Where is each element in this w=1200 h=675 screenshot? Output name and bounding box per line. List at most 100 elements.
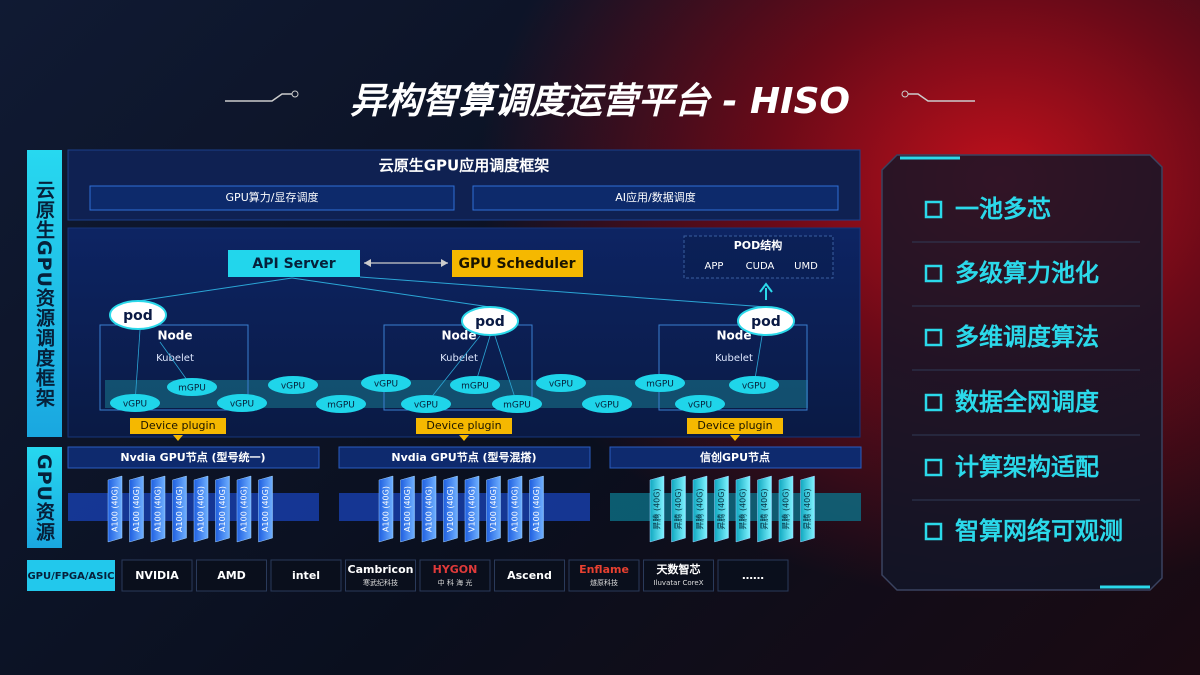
gpu-card-label: 昇腾 (40G) — [673, 488, 683, 529]
gpu-card — [692, 475, 708, 543]
gpu-unit-label: mGPU — [461, 382, 489, 392]
gpu-card-label: 昇腾 (40G) — [738, 488, 748, 529]
gpu-card — [778, 475, 794, 543]
gpu-card-label: 昇腾 (40G) — [695, 488, 705, 529]
api-server — [228, 250, 360, 277]
gpu-card-label: V100 (40G) — [446, 486, 455, 532]
pod-label: pod — [475, 314, 505, 330]
node-label: Node — [441, 329, 476, 343]
feature: 一池多芯 — [955, 195, 1051, 223]
gpu-unit — [167, 378, 217, 396]
gpu-card-label: A100 (40G) — [175, 486, 184, 532]
checkbox — [924, 200, 943, 219]
gpu-unit — [536, 374, 586, 392]
arrow — [441, 259, 448, 267]
tab — [89, 185, 455, 211]
pod — [461, 306, 519, 336]
gpu-unit-label: mGPU — [327, 401, 355, 411]
gpu-card-label: A100 (40G) — [382, 486, 391, 532]
device-plugin — [416, 418, 512, 434]
vendor-box — [419, 559, 491, 592]
gpu-card — [800, 475, 815, 543]
gpu-unit-label: vGPU — [374, 380, 398, 390]
gpu-unit-label: vGPU — [414, 401, 438, 411]
title-deco — [225, 93, 292, 102]
side-label: GPU资源 — [27, 447, 62, 548]
node-label: Node — [716, 329, 751, 343]
gpu-card-label: A100 (40G) — [532, 486, 541, 532]
title-deco — [908, 93, 975, 102]
gpu-card-label: A100 (40G) — [154, 486, 163, 532]
gpu-unit-label: mGPU — [646, 380, 674, 390]
node-box — [99, 324, 249, 411]
gpu-card — [129, 475, 144, 543]
pod-structure-item: CUDA — [746, 261, 775, 272]
vendor-sub: Iluvatar CoreX — [653, 579, 703, 587]
gpu-card-label: A100 (40G) — [425, 486, 434, 532]
device-plugin-label: Device plugin — [697, 419, 772, 432]
gpu-unit — [582, 395, 632, 413]
arrow — [459, 435, 469, 441]
gpu-card — [714, 475, 729, 543]
vendor-box — [717, 559, 789, 592]
gpu-card-label: A100 (40G) — [240, 486, 249, 532]
group-header — [67, 446, 320, 469]
connector — [425, 335, 481, 405]
gpu-unit — [450, 376, 500, 394]
arrow — [730, 435, 740, 441]
node-box — [383, 324, 533, 411]
gpu-card-label: A100 (40G) — [197, 486, 206, 532]
feature: 多维调度算法 — [955, 323, 1099, 351]
gpu-card — [400, 475, 415, 543]
gpu-card — [649, 475, 665, 543]
connector — [359, 276, 767, 308]
group-title: Nvdia GPU节点 (型号混搭) — [391, 450, 536, 464]
gpu-card-label: A100 (40G) — [403, 486, 412, 532]
checkbox — [924, 458, 943, 477]
vendor-sub: 寒武纪科技 — [363, 578, 398, 587]
gpu-card-label: A100 (40G) — [261, 486, 270, 532]
gpu-card — [507, 475, 523, 543]
gpu-unit — [401, 395, 451, 413]
gpu-card — [421, 475, 437, 543]
pod-structure — [683, 235, 834, 279]
node-label: Node — [157, 329, 192, 343]
vendor-box — [568, 559, 640, 592]
gpu-card — [443, 475, 458, 543]
tab — [472, 185, 839, 211]
vendor-box — [196, 559, 267, 592]
gpu-unit — [361, 374, 411, 392]
pod-structure-item: APP — [705, 261, 724, 272]
gpu-card — [193, 475, 209, 543]
vendor-box — [345, 559, 416, 592]
gpu-unit-label: vGPU — [688, 401, 712, 411]
group-title: 信创GPU节点 — [700, 450, 770, 464]
gpu-unit — [268, 376, 318, 394]
pod-label: pod — [751, 314, 781, 330]
gpu-unit-label: vGPU — [123, 400, 147, 410]
gpu-card — [150, 475, 166, 543]
gpu-card-label: 昇腾 (40G) — [716, 488, 726, 529]
gpu-card-label: V100 (40G) — [468, 486, 477, 532]
gpu-card-label: A100 (40G) — [511, 486, 520, 532]
group-header — [609, 446, 862, 469]
vendor-name: NVIDIA — [135, 569, 179, 582]
feature: 计算架构适配 — [955, 453, 1099, 481]
vendor-name: Ascend — [507, 569, 552, 582]
gpu-unit — [217, 394, 267, 412]
title: 异构智算调度运营平台 - HISO — [350, 81, 850, 122]
vendor-name: intel — [292, 569, 320, 582]
feature: 数据全网调度 — [955, 388, 1100, 416]
gpu-card-label: 昇腾 (40G) — [781, 488, 791, 529]
framework-title: 云原生GPU应用调度框架 — [379, 157, 550, 175]
gpu-unit — [635, 374, 685, 392]
gpu-card — [172, 475, 187, 543]
connector — [291, 277, 491, 308]
node-box — [658, 324, 808, 411]
title-deco — [291, 90, 299, 98]
gpu-unit-label: vGPU — [549, 380, 573, 390]
checkbox — [924, 328, 943, 347]
vendor-name: AMD — [217, 569, 246, 582]
feature: 多级算力池化 — [955, 259, 1099, 287]
